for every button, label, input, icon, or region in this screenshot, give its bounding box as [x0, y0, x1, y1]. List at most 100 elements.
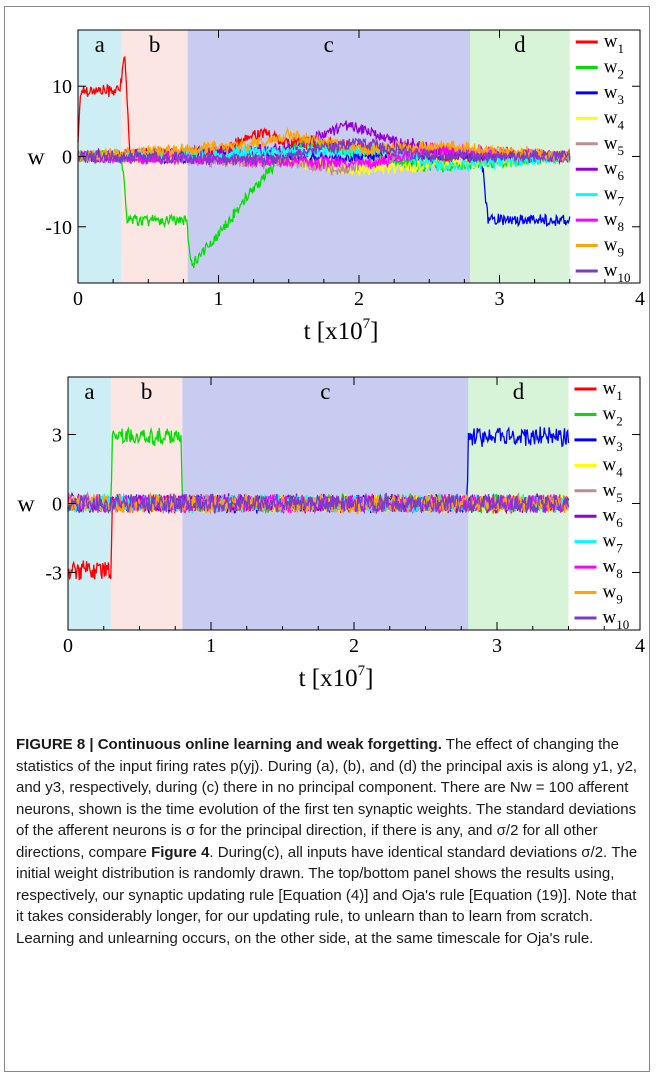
- caption-text: The effect of changing the statistics of…: [16, 736, 638, 861]
- x-tick-label: 3: [495, 288, 505, 310]
- caption-figure-ref: Figure 4: [151, 843, 210, 861]
- legend-label-sub: 4: [616, 464, 623, 479]
- legend-label-w: w: [603, 429, 617, 450]
- legend-label-w: w: [603, 556, 617, 577]
- legend-label-w: w: [604, 107, 618, 128]
- phase-label-b: b: [141, 379, 153, 404]
- y-axis-label: w: [17, 492, 35, 518]
- legend-label: w10: [604, 260, 631, 285]
- x-axis-label-exponent: 7: [358, 663, 366, 679]
- legend-label-w: w: [604, 133, 618, 154]
- y-tick-label: 10: [52, 76, 72, 98]
- series-line-w10: [67, 492, 570, 514]
- x-tick-label: 4: [635, 288, 645, 310]
- legend-label: w1: [604, 31, 624, 56]
- legend-label: w10: [603, 607, 630, 632]
- legend-label: w8: [603, 556, 623, 581]
- legend-label: w9: [603, 582, 623, 607]
- legend-label: w1: [603, 378, 623, 403]
- legend-label: w2: [604, 56, 624, 81]
- legend-label-sub: 5: [617, 143, 624, 158]
- x-axis-label: t [x107]: [304, 316, 379, 345]
- y-axis-label: w: [27, 145, 45, 171]
- legend-label-sub: 1: [616, 388, 623, 403]
- legend-label-sub: 6: [617, 168, 624, 183]
- legend-label-w: w: [603, 403, 617, 424]
- x-tick-label: 3: [492, 635, 502, 657]
- legend-label-sub: 6: [616, 515, 623, 530]
- legend-label-w: w: [604, 31, 618, 52]
- x-tick-label: 0: [63, 635, 73, 657]
- bottom-panel: a b c d 0 1 2 3 4 3 0 -3 w t [x107] w1 w2 w3 w4 w5 w6 w7 w8 w9…: [0, 360, 656, 700]
- legend-label-sub: 3: [617, 92, 624, 107]
- legend-label-sub: 10: [617, 270, 630, 285]
- x-axis-label-main: t [x10: [299, 665, 358, 692]
- legend-label-sub: 8: [616, 566, 623, 581]
- legend-label: w3: [604, 82, 624, 107]
- legend-label-w: w: [603, 378, 617, 399]
- legend-label-sub: 7: [617, 194, 624, 209]
- legend-label: w3: [603, 429, 623, 454]
- legend-label: w6: [603, 505, 624, 530]
- top-panel: a b c d 0 1 2 3 4 10 0 -10 w t [x107] w1 w2 w3 w4 w5 w6 w7 w8…: [0, 0, 656, 360]
- legend-label-w: w: [603, 607, 617, 628]
- legend-label-w: w: [603, 531, 617, 552]
- legend-label-w: w: [604, 158, 618, 179]
- caption-text-2: . During(c), all inputs have identical s…: [16, 843, 638, 947]
- legend-label: w4: [603, 454, 624, 479]
- legend-label-sub: 7: [616, 541, 623, 556]
- x-axis-label-close: ]: [365, 665, 373, 692]
- legend-label-sub: 8: [617, 219, 624, 234]
- legend-label: w7: [604, 184, 625, 209]
- legend-label-w: w: [604, 209, 618, 230]
- x-axis-label-exponent: 7: [363, 316, 371, 332]
- phase-label-d: d: [513, 379, 525, 404]
- legend-label-w: w: [604, 184, 618, 205]
- legend-label: w7: [603, 531, 624, 556]
- legend-label: w4: [604, 107, 625, 132]
- legend-label-sub: 9: [617, 245, 624, 260]
- x-tick-label: 1: [214, 288, 224, 310]
- x-tick-label: 1: [206, 635, 216, 657]
- legend-label-sub: 1: [617, 41, 624, 56]
- legend-label-w: w: [604, 82, 618, 103]
- legend-label-sub: 10: [616, 617, 629, 632]
- legend-label-w: w: [603, 505, 617, 526]
- x-tick-label: 2: [354, 288, 364, 310]
- x-tick-label: 2: [349, 635, 359, 657]
- legend-label-w: w: [603, 480, 617, 501]
- y-tick-label: 3: [52, 425, 62, 447]
- legend-label-w: w: [603, 582, 617, 603]
- legend-label: w8: [604, 209, 624, 234]
- figure-caption: FIGURE 8 | Continuous online learning an…: [16, 734, 644, 949]
- legend-label-sub: 5: [616, 490, 623, 505]
- bottom-chart: a b c d0 1 2 3 430-3wt [x107]w1w2w3w4w5w6w7w8w9…: [17, 376, 645, 692]
- phase-label-c: c: [324, 32, 334, 57]
- legend-label-w: w: [603, 454, 617, 475]
- series-line-w10: [77, 137, 571, 167]
- x-axis-label-close: ]: [370, 318, 378, 345]
- x-axis-label-main: t [x10: [304, 318, 363, 345]
- legend-label-sub: 2: [616, 413, 623, 428]
- legend-label-sub: 4: [617, 117, 624, 132]
- phase-label-a: a: [95, 32, 105, 57]
- legend-label: w2: [603, 403, 623, 428]
- x-tick-label: 4: [635, 635, 645, 657]
- legend-label: w5: [603, 480, 623, 505]
- y-tick-label: 0: [52, 494, 62, 516]
- legend-label-w: w: [604, 56, 618, 77]
- phase-label-a: a: [84, 379, 94, 404]
- legend-label-sub: 9: [616, 592, 623, 607]
- legend-label-sub: 2: [617, 66, 624, 81]
- legend-label-w: w: [604, 235, 618, 256]
- y-tick-label: -3: [45, 563, 62, 585]
- legend-label: w6: [604, 158, 625, 183]
- x-axis-label: t [x107]: [299, 663, 374, 692]
- y-tick-label: 0: [62, 147, 72, 169]
- phase-label-b: b: [149, 32, 161, 57]
- legend-label: w5: [604, 133, 624, 158]
- legend-label-sub: 3: [616, 439, 623, 454]
- y-tick-label: -10: [45, 217, 72, 239]
- legend-label-w: w: [604, 260, 618, 281]
